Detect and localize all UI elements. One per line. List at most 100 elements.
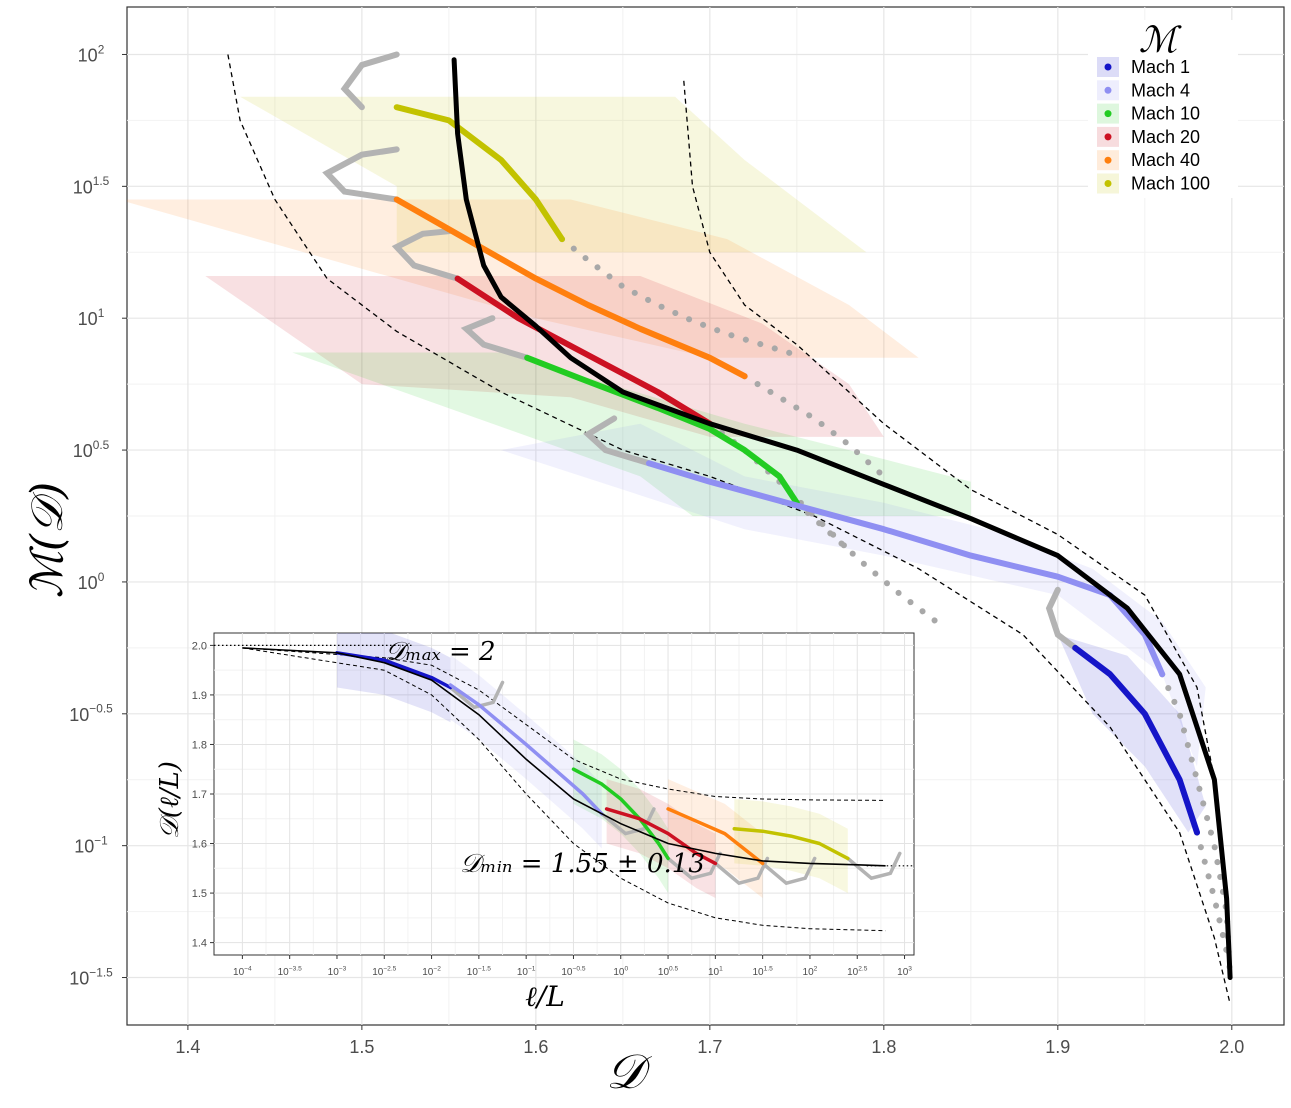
inset-x-axis-label: ℓ/L xyxy=(525,980,565,1013)
series-mach-20 xyxy=(454,275,713,427)
series-mach-100 xyxy=(393,104,565,243)
main-x-axis-label: 𝒟 xyxy=(606,1044,653,1100)
legend-title: ℳ xyxy=(1139,20,1182,61)
main-x-tick-label: 1.8 xyxy=(871,1037,896,1057)
inset-bands xyxy=(337,633,848,898)
band-mach-1 xyxy=(1057,634,1206,833)
band-mach-10 xyxy=(292,352,971,516)
inset-x-tick-label: 100.5 xyxy=(658,966,679,979)
main-series xyxy=(393,104,1200,836)
main-y-ticks: 10−1.5 10−1 10−0.5 100 100.5 101 101.5 102 xyxy=(69,42,127,989)
inset-y-ticks: 1.4 1.5 1.6 1.7 1.8 1.9 2.0 xyxy=(192,640,214,950)
inset-band-mach-20 xyxy=(606,779,716,898)
inset-y-tick-label: 1.9 xyxy=(192,690,207,702)
hook-mach-100 xyxy=(340,51,400,111)
legend-label-mach-10: Mach 10 xyxy=(1131,104,1200,124)
inset-x-tick-label: 10−4 xyxy=(233,966,252,979)
band-mach-4 xyxy=(501,423,1206,767)
inset-gridlines xyxy=(214,633,914,955)
inset-x-tick-label: 103 xyxy=(897,966,912,979)
hook-mach-40 xyxy=(322,146,400,203)
legend-box xyxy=(1088,20,1238,198)
inset-band-mach-10 xyxy=(573,739,669,894)
main-x-tick-label: 1.4 xyxy=(175,1037,200,1057)
inset-y-tick-label: 1.6 xyxy=(192,839,207,851)
hook-mach-10 xyxy=(460,315,531,361)
main-fit xyxy=(451,57,1233,980)
legend-dot-mach-4 xyxy=(1104,86,1112,94)
inset-hook-mach-100 xyxy=(846,851,902,881)
inset-band-mach-40 xyxy=(668,779,763,898)
inset-hook-mach-4 xyxy=(600,807,656,836)
legend-label-mach-100: Mach 100 xyxy=(1131,174,1210,194)
inset-series-mach-1 xyxy=(335,651,453,690)
series-mach-1 xyxy=(1072,644,1200,836)
inset-hook-mach-1 xyxy=(448,680,505,710)
inset-x-tick-label: 102.5 xyxy=(847,966,868,979)
fit-curve xyxy=(451,57,1233,980)
legend-dot-mach-20 xyxy=(1104,133,1112,141)
main-y-tick-label: 10−0.5 xyxy=(69,702,113,725)
main-y-tick-label: 10−1.5 xyxy=(69,965,113,988)
band-mach-100 xyxy=(240,96,867,253)
inset-envelope-upper xyxy=(242,647,886,801)
inset-series-mach-20 xyxy=(604,807,718,866)
inset-series xyxy=(335,651,902,886)
inset-x-tick-label: 101.5 xyxy=(753,966,774,979)
hook-mach-4 xyxy=(583,415,652,467)
series-mach-40 xyxy=(393,196,748,380)
inset-y-tick-label: 1.4 xyxy=(192,938,207,950)
inset-hook-mach-20 xyxy=(713,856,770,886)
legend-dot-mach-10 xyxy=(1104,110,1112,118)
legend-label-mach-20: Mach 20 xyxy=(1131,127,1200,147)
main-x-tick-label: 1.5 xyxy=(349,1037,374,1057)
inset-x-tick-label: 10−0.5 xyxy=(561,966,585,979)
hook-mach-20 xyxy=(391,228,461,282)
main-y-tick-label: 101 xyxy=(78,306,105,329)
inset-x-tick-label: 10−2 xyxy=(422,966,441,979)
envelope-lower xyxy=(227,54,1231,1005)
main-envelopes xyxy=(227,54,1231,1005)
inset-x-tick-label: 10−1.5 xyxy=(467,966,491,979)
main-y-tick-label: 10−1 xyxy=(74,834,108,857)
band-mach-40 xyxy=(127,199,919,358)
inset-x-ticks: 10−4 10−3.5 10−3 10−2.5 10−2 10−1.5 10−1 10−0.5… xyxy=(233,955,912,978)
band-mach-20 xyxy=(205,276,884,437)
inset-envelopes xyxy=(214,644,914,932)
tail-mach-100 xyxy=(559,236,800,359)
inset-hook-mach-40 xyxy=(760,856,817,886)
series-mach-4 xyxy=(646,460,1166,678)
hook-mach-1 xyxy=(1045,586,1079,651)
inset-y-tick-label: 1.8 xyxy=(192,739,207,751)
inset-x-tick-label: 101 xyxy=(708,966,723,979)
inset-y-axis-label: 𝒟(ℓ/L) xyxy=(155,761,185,839)
main-y-axis-label: ℳ(𝒟) xyxy=(22,482,73,599)
inset-x-tick-label: 102 xyxy=(803,966,818,979)
main-x-tick-label: 1.6 xyxy=(523,1037,548,1057)
inset-annotation-dmin: 𝒟ₘᵢₙ = 1.55 ± 0.13 xyxy=(460,849,705,879)
legend-dot-mach-1 xyxy=(1104,63,1112,71)
inset-y-tick-label: 2.0 xyxy=(192,640,207,652)
inset-series-mach-10 xyxy=(571,767,670,861)
inset-x-tick-label: 10−3 xyxy=(328,966,347,979)
inset-band-mach-100 xyxy=(734,799,848,894)
inset-x-tick-label: 10−2.5 xyxy=(372,966,396,979)
inset-series-mach-4 xyxy=(448,683,604,816)
tail-mach-10 xyxy=(793,499,939,625)
legend-dot-mach-100 xyxy=(1104,180,1112,187)
series-mach-10 xyxy=(524,354,800,506)
legend-dot-mach-40 xyxy=(1104,156,1112,164)
main-x-tick-label: 2.0 xyxy=(1219,1037,1244,1057)
inset-y-tick-label: 1.7 xyxy=(192,789,207,801)
tail-mach-1 xyxy=(1194,829,1230,955)
main-y-tick-label: 102 xyxy=(78,42,105,65)
inset-fit-curve xyxy=(242,647,886,867)
inset-annotation-dmax: 𝒟ₘₐₓ = 2 xyxy=(385,637,496,667)
main-bands xyxy=(127,96,1206,833)
main-y-tick-label: 100.5 xyxy=(73,438,110,461)
main-x-ticks: 1.4 1.5 1.6 1.7 1.8 1.9 2.0 xyxy=(175,1025,1244,1057)
inset-x-tick-label: 100 xyxy=(613,966,628,979)
main-y-tick-label: 101.5 xyxy=(73,174,110,197)
inset-x-tick-label: 10−3.5 xyxy=(278,966,302,979)
